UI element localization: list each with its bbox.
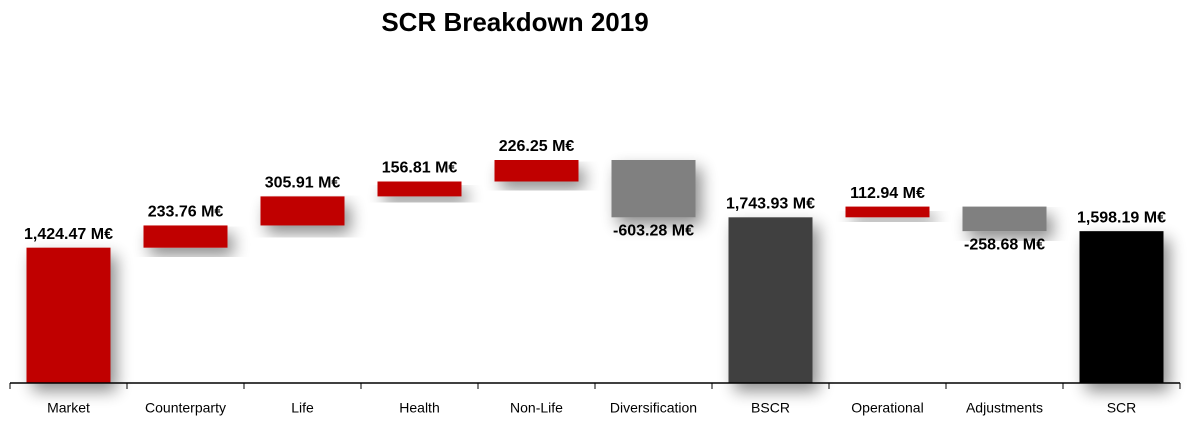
x-tick-label: Market — [47, 400, 90, 416]
bar — [26, 247, 111, 383]
x-tick-label: Adjustments — [966, 400, 1043, 416]
x-tick-label: Health — [399, 400, 439, 416]
value-label: 1,743.93 M€ — [726, 196, 815, 213]
value-label: 1,598.19 M€ — [1077, 209, 1166, 226]
x-tick-label: Diversification — [610, 400, 697, 416]
bar — [260, 196, 345, 226]
x-tick-label: BSCR — [751, 400, 790, 416]
x-tick-label: Life — [291, 400, 314, 416]
bar — [845, 206, 930, 218]
bar — [728, 217, 813, 383]
bar — [143, 225, 228, 248]
bar — [377, 181, 462, 197]
bar — [962, 206, 1047, 232]
value-label: 226.25 M€ — [499, 138, 575, 155]
x-tick-label: SCR — [1107, 400, 1137, 416]
x-tick-label: Counterparty — [145, 400, 226, 416]
value-label: -603.28 M€ — [613, 223, 694, 240]
x-tick-label: Non-Life — [510, 400, 563, 416]
bar — [1079, 231, 1164, 383]
bar — [611, 160, 696, 218]
x-tick-label: Operational — [851, 400, 923, 416]
value-label: 305.91 M€ — [265, 175, 341, 192]
value-label: 1,424.47 M€ — [24, 226, 113, 243]
value-label: -258.68 M€ — [964, 236, 1045, 253]
value-label: 233.76 M€ — [148, 204, 224, 221]
value-label: 156.81 M€ — [382, 160, 458, 177]
value-label: 112.94 M€ — [850, 185, 925, 202]
bar — [494, 160, 579, 182]
chart-title: SCR Breakdown 2019 — [381, 7, 648, 37]
